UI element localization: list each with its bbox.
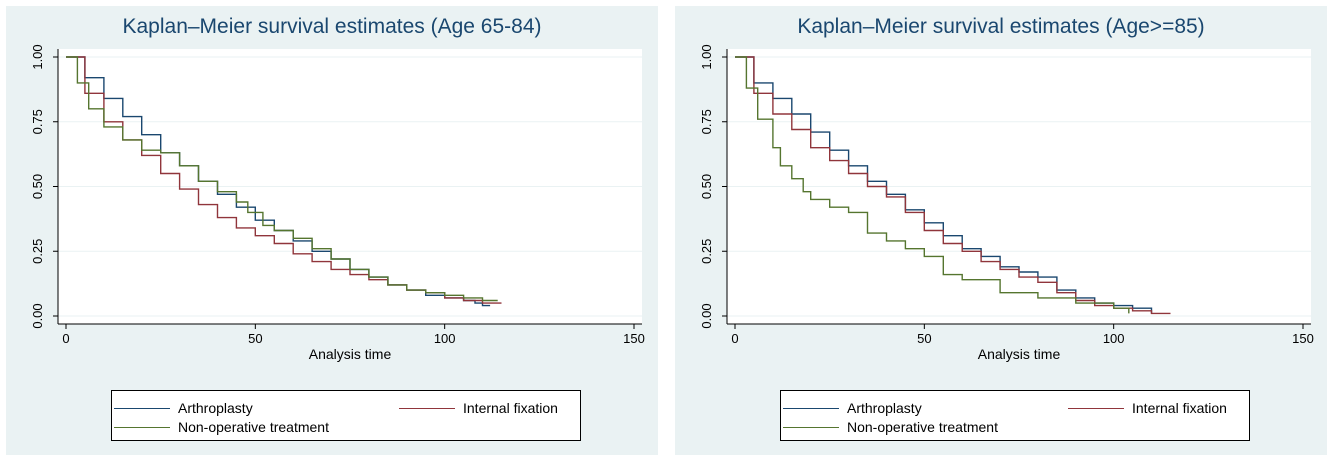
legend-swatch-non-operative xyxy=(783,426,839,428)
legend-item-internal-fixation: Internal fixation xyxy=(399,399,558,417)
legend-label: Internal fixation xyxy=(463,400,558,416)
legend-swatch-non-operative xyxy=(114,426,170,428)
x-tick-label: 50 xyxy=(917,331,931,346)
x-tick-label: 150 xyxy=(1292,331,1314,346)
legend-label: Non-operative treatment xyxy=(847,419,998,435)
chart-panel-left: 0.00 0.25 0.50 0.75 1.00 0 50 100 150 Analysis ti… xyxy=(6,6,658,455)
legend-item-non-operative: Non-operative treatment xyxy=(114,418,329,436)
legend-swatch-arthroplasty xyxy=(114,407,170,409)
y-tick-label: 0.25 xyxy=(699,239,714,264)
legend-item-arthroplasty: Arthroplasty xyxy=(783,399,922,417)
chart-panel-right: 0.00 0.25 0.50 0.75 1.00 0 50 100 150 Analysis ti… xyxy=(675,6,1327,455)
x-tick-label: 100 xyxy=(1103,331,1125,346)
y-tick-label: 0.50 xyxy=(699,174,714,199)
chart-title: Kaplan–Meier survival estimates (Age>=85… xyxy=(797,15,1205,38)
y-tick-label: 0.75 xyxy=(30,109,45,134)
chart-title: Kaplan–Meier survival estimates (Age 65-… xyxy=(122,15,542,38)
legend-swatch-internal-fixation xyxy=(1068,407,1124,409)
legend-item-internal-fixation: Internal fixation xyxy=(1068,399,1227,417)
y-tick-label: 0.25 xyxy=(30,239,45,264)
x-axis-label: Analysis time xyxy=(309,346,392,362)
series-non-operative xyxy=(735,56,1130,314)
y-tick-label: 0.50 xyxy=(30,174,45,199)
y-tick-label: 1.00 xyxy=(30,44,45,69)
x-tick-label: 150 xyxy=(623,331,645,346)
legend-label: Non-operative treatment xyxy=(178,419,329,435)
legend-label: Arthroplasty xyxy=(847,400,922,416)
legend-label: Internal fixation xyxy=(1132,400,1227,416)
legend-swatch-internal-fixation xyxy=(399,407,455,409)
km-chart-right: 0.00 0.25 0.50 0.75 1.00 0 50 100 150 Analysis ti… xyxy=(699,44,1314,362)
x-tick-label: 0 xyxy=(62,331,69,346)
x-tick-label: 100 xyxy=(434,331,456,346)
x-tick-label: 50 xyxy=(248,331,262,346)
x-tick-label: 0 xyxy=(731,331,738,346)
legend: Arthroplasty Internal fixation Non-opera… xyxy=(111,390,581,441)
y-tick-label: 0.00 xyxy=(699,303,714,328)
legend-swatch-arthroplasty xyxy=(783,407,839,409)
km-chart-left: 0.00 0.25 0.50 0.75 1.00 0 50 100 150 Analysis ti… xyxy=(30,44,645,362)
y-tick-label: 0.75 xyxy=(699,109,714,134)
legend-label: Arthroplasty xyxy=(178,400,253,416)
legend: Arthroplasty Internal fixation Non-opera… xyxy=(780,390,1250,441)
legend-item-arthroplasty: Arthroplasty xyxy=(114,399,253,417)
legend-item-non-operative: Non-operative treatment xyxy=(783,418,998,436)
series-non-operative xyxy=(66,56,498,302)
y-tick-label: 1.00 xyxy=(699,44,714,69)
x-axis-label: Analysis time xyxy=(978,346,1061,362)
y-tick-label: 0.00 xyxy=(30,303,45,328)
